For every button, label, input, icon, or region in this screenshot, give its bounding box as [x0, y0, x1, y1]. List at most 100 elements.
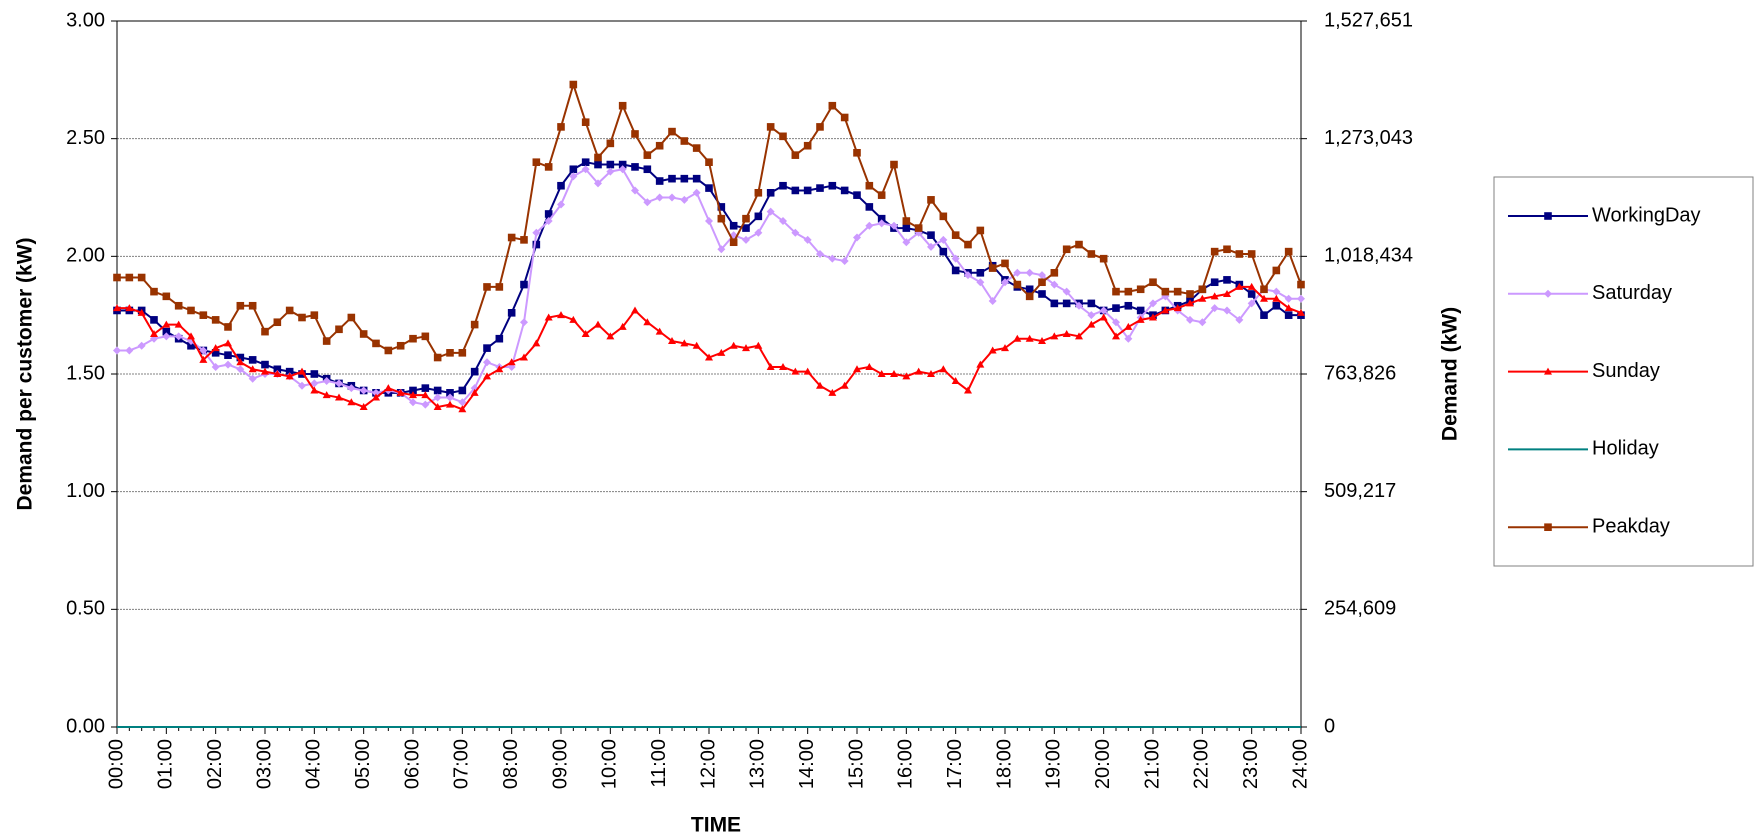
data-point: [458, 349, 467, 357]
data-point: [877, 219, 886, 228]
data-point: [458, 386, 467, 395]
data-point: [668, 127, 676, 136]
data-point: [1013, 280, 1022, 289]
data-point: [224, 360, 232, 369]
data-point: [581, 329, 590, 337]
data-point: [803, 186, 812, 195]
data-point: [150, 329, 158, 337]
data-point: [1149, 278, 1157, 287]
data-point: [372, 393, 380, 401]
data-point: [877, 191, 886, 199]
data-point: [680, 137, 689, 145]
x-tick-label: 08:00: [500, 739, 522, 789]
data-point: [273, 370, 282, 377]
data-point: [433, 353, 442, 362]
data-point: [631, 186, 639, 195]
data-point: [532, 240, 541, 249]
x-tick-label: 21:00: [1141, 739, 1163, 789]
data-point: [137, 341, 146, 350]
data-point: [1247, 250, 1256, 258]
data-point: [853, 148, 861, 157]
data-point: [174, 320, 183, 328]
data-point: [803, 235, 812, 244]
data-point: [976, 226, 985, 235]
data-point: [1124, 301, 1133, 310]
data-point: [310, 311, 319, 319]
data-point: [1223, 245, 1231, 254]
data-point: [902, 238, 911, 247]
data-point: [1297, 294, 1305, 303]
data-point: [1112, 304, 1120, 312]
data-point: [754, 341, 763, 349]
y-tick-label: 2.50: [66, 127, 105, 149]
data-point: [927, 231, 935, 239]
legend-label: Sunday: [1592, 360, 1660, 382]
data-point: [421, 400, 430, 409]
data-point: [409, 398, 417, 407]
x-tick-label: 01:00: [155, 739, 177, 789]
data-point: [705, 158, 713, 166]
data-point: [643, 165, 652, 174]
data-point: [1087, 250, 1096, 258]
data-point: [1136, 315, 1145, 323]
data-point: [951, 377, 960, 385]
data-point: [224, 351, 232, 359]
legend-marker: [1544, 523, 1552, 532]
data-point: [150, 316, 158, 324]
legend-label: Holiday: [1592, 438, 1659, 460]
data-point: [828, 388, 837, 396]
data-point: [199, 346, 208, 355]
data-point: [594, 179, 602, 188]
data-point: [335, 393, 343, 401]
data-point: [988, 346, 997, 354]
data-point: [581, 118, 590, 126]
series-line: [117, 285, 1302, 411]
data-point: [951, 266, 960, 275]
data-point: [347, 313, 356, 322]
data-point: [174, 301, 183, 310]
data-point: [655, 177, 664, 185]
data-point: [1186, 315, 1194, 324]
data-point: [298, 367, 306, 375]
data-point: [1087, 320, 1096, 328]
data-point: [606, 332, 615, 340]
x-tick-label: 11:00: [648, 739, 670, 788]
x-tick-label: 05:00: [352, 739, 374, 789]
data-point: [754, 212, 763, 221]
data-point: [594, 160, 602, 169]
data-point: [322, 337, 331, 345]
legend-marker: [1544, 212, 1552, 220]
data-point: [1210, 292, 1219, 300]
data-point: [964, 386, 972, 394]
data-point: [1038, 278, 1046, 287]
data-point: [976, 278, 985, 287]
data-point: [248, 365, 257, 373]
data-point: [1112, 287, 1120, 296]
data-point: [236, 358, 245, 366]
data-point: [1247, 282, 1256, 290]
data-point: [1235, 250, 1244, 258]
data-point: [840, 113, 849, 122]
data-point: [248, 356, 257, 364]
data-point: [791, 151, 800, 159]
y-axis-title: Demand per customer (kW): [14, 237, 37, 510]
x-tick-label: 20:00: [1092, 739, 1114, 789]
x-tick-label: 23:00: [1240, 739, 1262, 789]
data-point: [162, 292, 171, 301]
x-tick-label: 00:00: [105, 739, 127, 789]
data-point: [717, 348, 726, 356]
data-point: [865, 181, 874, 190]
data-point: [433, 393, 442, 402]
series: [113, 158, 1305, 397]
data-point: [1112, 318, 1120, 327]
data-point: [1050, 269, 1059, 277]
x-tick-label: 19:00: [1043, 739, 1065, 789]
data-point: [1173, 287, 1182, 296]
data-point: [261, 360, 269, 369]
data-point: [396, 341, 405, 350]
data-point: [803, 367, 812, 375]
data-point: [1260, 294, 1268, 302]
data-point: [865, 203, 874, 211]
data-point: [692, 144, 701, 152]
data-point: [1038, 271, 1046, 280]
